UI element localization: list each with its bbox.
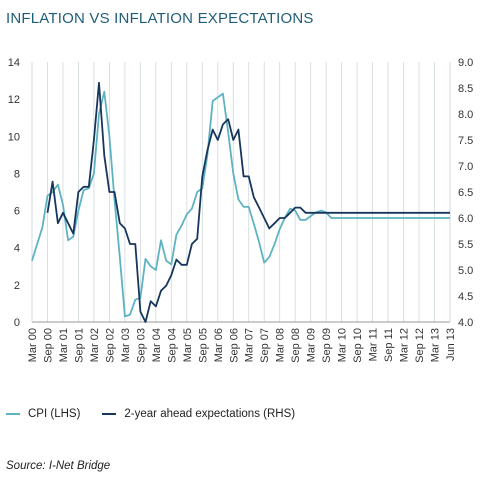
x-tick-label-16: Mar 08 <box>275 328 287 362</box>
left-tick-label-7: 14 <box>8 57 20 69</box>
right-tick-label-6: 7.0 <box>458 161 473 173</box>
right-tick-label-5: 6.5 <box>458 187 473 199</box>
x-tick-label-0: Mar 00 <box>27 328 39 362</box>
x-tick-label-24: Mar 12 <box>399 328 411 362</box>
x-tick-label-1: Sep 00 <box>42 328 54 363</box>
left-tick-label-2: 4 <box>14 243 20 255</box>
chart: 0 2 4 6 8 10 12 14 4.0 4.5 5.0 5.5 6.0 6.5 7.0 7.5 8.0 8… <box>8 57 474 363</box>
right-tick-label-10: 9.0 <box>458 57 473 69</box>
legend-item-cpi: CPI (LHS) <box>6 408 80 420</box>
left-tick-label-5: 10 <box>8 131 20 143</box>
left-tick-label-1: 2 <box>14 280 20 292</box>
x-tick-label-11: Sep 05 <box>197 328 209 363</box>
x-tick-label-3: Sep 01 <box>73 328 85 363</box>
chart-title: INFLATION VS INFLATION EXPECTATIONS <box>6 10 314 27</box>
legend: CPI (LHS) 2-year ahead expectations (RHS… <box>6 408 317 420</box>
left-tick-label-6: 12 <box>8 94 20 106</box>
legend-item-expectations: 2-year ahead expectations (RHS) <box>102 408 295 420</box>
right-tick-label-1: 4.5 <box>458 291 473 303</box>
x-tick-label-12: Mar 06 <box>213 328 225 362</box>
right-axis-ticks: 4.0 4.5 5.0 5.5 6.0 6.5 7.0 7.5 8.0 8.5 9.0 <box>458 57 473 329</box>
left-tick-label-4: 8 <box>14 168 20 180</box>
x-tick-label-7: Sep 03 <box>135 328 147 363</box>
legend-swatch-expectations <box>102 413 117 415</box>
x-tick-label-25: Sep 12 <box>414 328 426 363</box>
right-tick-label-9: 8.5 <box>458 83 473 95</box>
x-tick-label-23: Sep 11 <box>383 328 395 362</box>
x-axis-ticks: Mar 00 Sep 00 Mar 01 Sep 01 Mar 02 Sep 02 Mar … <box>27 328 457 363</box>
x-tick-label-2: Mar 01 <box>58 328 70 362</box>
x-tick-label-6: Mar 03 <box>120 328 132 362</box>
legend-label-expectations: 2-year ahead expectations (RHS) <box>124 408 296 420</box>
legend-label-cpi: CPI (LHS) <box>28 408 81 420</box>
x-tick-label-17: Sep 08 <box>290 328 302 363</box>
x-tick-label-10: Mar 05 <box>182 328 194 362</box>
x-tick-label-27: Jun 13 <box>445 328 457 361</box>
x-tick-label-9: Sep 04 <box>166 328 178 363</box>
right-tick-label-3: 5.5 <box>458 239 473 251</box>
right-tick-label-8: 8.0 <box>458 109 473 121</box>
right-tick-label-0: 4.0 <box>458 317 473 329</box>
left-tick-label-0: 0 <box>14 317 20 329</box>
legend-swatch-cpi <box>6 413 20 415</box>
x-tick-label-15: Sep 07 <box>259 328 271 363</box>
x-tick-label-18: Mar 09 <box>306 328 318 362</box>
x-tick-label-20: Mar 10 <box>337 328 349 362</box>
x-tick-label-5: Sep 02 <box>104 328 116 363</box>
x-tick-label-21: Sep 10 <box>352 328 364 363</box>
grid-lines <box>31 62 451 323</box>
series-lines <box>31 81 450 323</box>
left-axis-ticks: 0 2 4 6 8 10 12 14 <box>8 57 20 329</box>
x-tick-label-4: Mar 02 <box>89 328 101 362</box>
x-tick-label-19: Sep 09 <box>321 328 333 363</box>
x-tick-label-22: Mar 11 <box>368 328 380 361</box>
right-tick-label-2: 5.0 <box>458 265 473 277</box>
series-line-cpi <box>31 90 450 318</box>
series-line-expectations <box>46 81 450 323</box>
x-tick-label-14: Mar 07 <box>244 328 256 362</box>
x-tick-label-8: Mar 04 <box>151 328 163 362</box>
x-tick-label-26: Mar 13 <box>430 328 442 362</box>
left-tick-label-3: 6 <box>14 206 20 218</box>
x-tick-label-13: Sep 06 <box>228 328 240 363</box>
right-tick-label-7: 7.5 <box>458 135 473 147</box>
source-note: Source: I-Net Bridge <box>6 460 111 472</box>
right-tick-label-4: 6.0 <box>458 213 473 225</box>
